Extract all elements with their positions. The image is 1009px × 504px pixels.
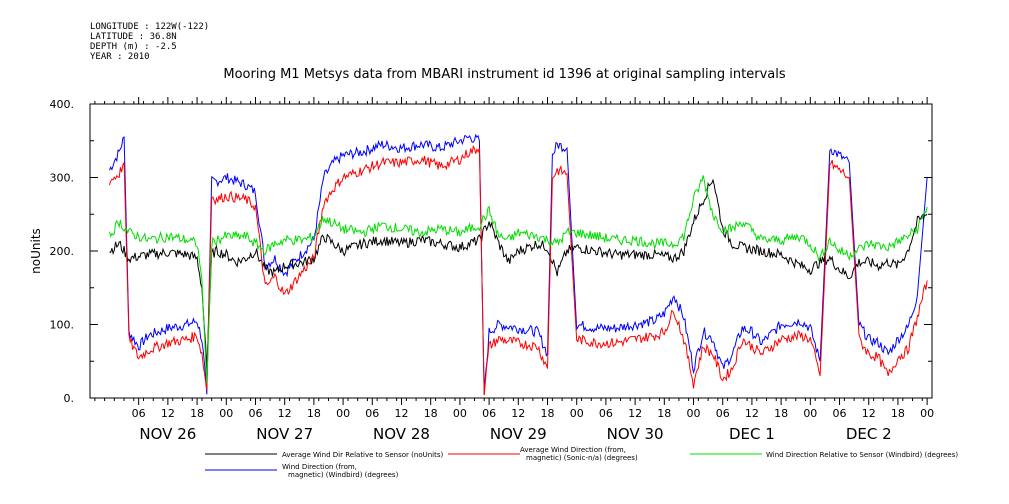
plot-frame (89, 103, 933, 399)
day-label: DEC 1 (729, 425, 775, 443)
day-label: NOV 26 (139, 425, 196, 443)
series-line-1 (109, 144, 928, 395)
longitude-text: LONGITUDE : 122W(-122) (90, 22, 210, 32)
legend-label-line: magnetic) (Sonic-n/a) (degrees) (526, 454, 638, 462)
day-label: DEC 2 (846, 425, 892, 443)
x-tick-label: 00 (570, 407, 584, 420)
x-tick-label: 12 (161, 407, 175, 420)
x-tick-label: 06 (248, 407, 262, 420)
series-line-0 (109, 178, 928, 369)
x-tick-label: 12 (278, 407, 292, 420)
day-label: NOV 29 (490, 425, 547, 443)
y-tick-label: 0. (64, 392, 75, 405)
day-label: NOV 28 (373, 425, 430, 443)
day-label: NOV 27 (256, 425, 313, 443)
x-tick-label: 18 (891, 407, 905, 420)
x-tick-label: 12 (394, 407, 408, 420)
depth-text: DEPTH (m) : -2.5 (90, 42, 177, 52)
x-tick-label: 06 (132, 407, 146, 420)
x-tick-label: 06 (833, 407, 847, 420)
legend-label-line: magnetic) (Windbird) (degrees) (288, 471, 399, 479)
y-axis-label: noUnits (29, 228, 43, 274)
x-tick-label: 00 (687, 407, 701, 420)
x-tick-label: 06 (716, 407, 730, 420)
metadata-block: LONGITUDE : 122W(-122) LATITUDE : 36.8N … (90, 22, 209, 62)
legend-label-line: Wind Direction (from, (282, 463, 357, 471)
series-line-2 (109, 133, 928, 395)
legend-label-1: Average Wind Direction (from, magnetic) (… (520, 446, 638, 462)
x-tick-label: 06 (365, 407, 379, 420)
legend-label-3: Wind Direction Relative to Sensor (Windb… (766, 451, 958, 459)
x-tick-label: 12 (745, 407, 759, 420)
x-tick-label: 00 (336, 407, 350, 420)
x-tick-label: 00 (453, 407, 467, 420)
x-tick-label: 18 (307, 407, 321, 420)
x-tick-label: 18 (657, 407, 671, 420)
x-tick-label: 18 (774, 407, 788, 420)
x-tick-label: 18 (190, 407, 204, 420)
series-line-3 (109, 175, 928, 384)
year-text: YEAR : 2010 (90, 52, 150, 62)
y-tick-label: 100. (50, 319, 75, 332)
x-tick-label: 12 (862, 407, 876, 420)
y-tick-label: 400. (50, 98, 75, 111)
y-tick-label: 300. (50, 172, 75, 185)
legend-label-0: Average Wind Dir Relative to Sensor (noU… (282, 451, 443, 459)
x-tick-label: 06 (482, 407, 496, 420)
chart-title: Mooring M1 Metsys data from MBARI instru… (223, 67, 786, 82)
x-tick-label: 06 (599, 407, 613, 420)
latitude-text: LATITUDE : 36.8N (90, 32, 177, 42)
x-tick-label: 12 (511, 407, 525, 420)
x-tick-label: 18 (541, 407, 555, 420)
x-tick-label: 12 (628, 407, 642, 420)
x-tick-label: 00 (219, 407, 233, 420)
x-tick-label: 18 (424, 407, 438, 420)
legend-label-2: Wind Direction (from, magnetic) (Windbird… (282, 463, 399, 479)
y-tick-label: 200. (50, 245, 75, 258)
x-tick-label: 00 (920, 407, 934, 420)
x-tick-label: 00 (803, 407, 817, 420)
legend-label-line: Average Wind Direction (from, (520, 446, 626, 454)
day-label: NOV 30 (607, 425, 664, 443)
